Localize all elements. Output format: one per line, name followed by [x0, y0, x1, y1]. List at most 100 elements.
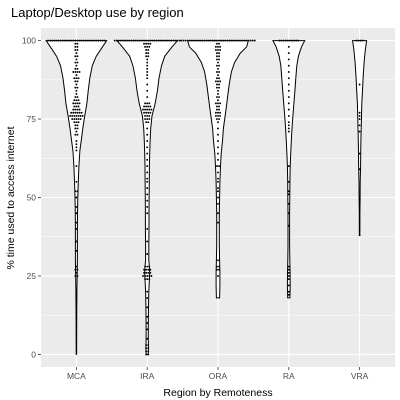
- data-point: [217, 80, 219, 83]
- data-point: [217, 61, 219, 64]
- data-point: [103, 39, 106, 42]
- data-point: [153, 39, 156, 42]
- data-point: [203, 39, 206, 42]
- data-point: [214, 80, 217, 83]
- data-point: [120, 39, 122, 42]
- data-point: [49, 39, 52, 42]
- data-point: [124, 39, 127, 42]
- data-point: [217, 127, 219, 130]
- data-point: [287, 271, 290, 274]
- data-point: [144, 118, 147, 120]
- data-point: [74, 55, 77, 58]
- data-point: [74, 61, 77, 64]
- data-point: [74, 80, 77, 83]
- data-point: [75, 77, 78, 80]
- data-point: [71, 118, 74, 120]
- data-point: [146, 278, 149, 281]
- data-point: [72, 70, 75, 73]
- data-point: [74, 86, 77, 89]
- data-point: [53, 39, 56, 42]
- data-point: [149, 268, 152, 271]
- data-point: [201, 39, 204, 42]
- data-point: [180, 39, 183, 42]
- data-point: [74, 124, 77, 127]
- data-point: [143, 268, 145, 271]
- data-point: [75, 180, 78, 183]
- data-point: [66, 39, 68, 42]
- data-point: [146, 193, 149, 196]
- data-point: [146, 177, 149, 180]
- data-point: [287, 83, 290, 86]
- data-point: [146, 118, 149, 120]
- data-point: [75, 74, 78, 77]
- data-point: [148, 275, 151, 277]
- data-point: [287, 58, 290, 61]
- data-point: [219, 111, 222, 114]
- data-point: [126, 39, 129, 42]
- data-point: [253, 39, 256, 42]
- data-point: [357, 39, 360, 42]
- y-tick-label: 75: [27, 114, 37, 124]
- data-point: [132, 39, 135, 42]
- data-point: [245, 39, 248, 42]
- data-point: [218, 118, 220, 120]
- data-point: [217, 140, 219, 142]
- data-point: [147, 350, 150, 353]
- data-point: [141, 39, 143, 42]
- data-point: [76, 80, 79, 83]
- data-point: [76, 268, 79, 271]
- data-point: [149, 105, 152, 108]
- data-point: [147, 52, 150, 55]
- data-point: [146, 315, 149, 318]
- data-point: [358, 114, 361, 117]
- data-point: [145, 268, 148, 271]
- data-point: [77, 114, 80, 117]
- data-point: [75, 130, 78, 133]
- data-point: [172, 39, 175, 42]
- data-point: [287, 165, 290, 168]
- data-point: [358, 130, 361, 133]
- data-point: [216, 77, 218, 80]
- data-point: [146, 61, 149, 64]
- data-point: [207, 39, 210, 42]
- data-point: [148, 102, 151, 105]
- data-point: [75, 221, 78, 224]
- data-point: [145, 105, 148, 108]
- data-point: [174, 39, 177, 42]
- data-point: [76, 124, 79, 127]
- y-tick-label: 100: [22, 36, 36, 46]
- plot-panel: [41, 28, 395, 367]
- data-point: [216, 70, 218, 73]
- data-point: [76, 86, 79, 89]
- data-point: [142, 108, 144, 111]
- data-point: [144, 275, 147, 277]
- data-point: [145, 344, 148, 346]
- data-point: [78, 70, 81, 73]
- data-point: [76, 39, 79, 42]
- data-point: [217, 212, 219, 215]
- data-point: [74, 268, 77, 271]
- data-point: [149, 111, 152, 114]
- data-point: [217, 196, 219, 199]
- data-point: [216, 42, 218, 45]
- data-point: [217, 111, 219, 114]
- data-point: [186, 39, 189, 42]
- data-point: [218, 108, 220, 111]
- data-point: [228, 39, 231, 42]
- y-axis-title: % time used to access internet: [5, 126, 17, 269]
- data-point: [146, 328, 149, 331]
- data-point: [74, 127, 77, 130]
- data-point: [145, 111, 148, 114]
- data-point: [178, 39, 181, 42]
- data-point: [291, 39, 293, 42]
- data-point: [80, 111, 83, 114]
- data-point: [80, 39, 83, 42]
- data-point: [147, 347, 150, 350]
- data-point: [146, 322, 149, 325]
- data-point: [297, 39, 300, 42]
- data-point: [288, 39, 291, 42]
- data-point: [74, 70, 77, 73]
- data-point: [146, 158, 149, 161]
- data-point: [73, 105, 76, 108]
